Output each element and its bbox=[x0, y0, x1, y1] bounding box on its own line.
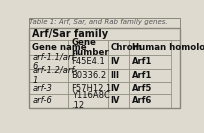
Text: III: III bbox=[111, 71, 120, 80]
Bar bbox=[108, 55, 129, 69]
Text: Arf1: Arf1 bbox=[132, 71, 152, 80]
Text: arf-3: arf-3 bbox=[32, 84, 52, 93]
Bar bbox=[29, 28, 180, 108]
Bar bbox=[108, 69, 129, 82]
Bar bbox=[69, 69, 108, 82]
Text: IV: IV bbox=[111, 96, 120, 105]
Bar bbox=[29, 69, 69, 82]
Bar bbox=[29, 94, 69, 108]
Bar bbox=[29, 55, 69, 69]
Bar bbox=[129, 55, 171, 69]
Bar bbox=[69, 55, 108, 69]
Text: arf-1.2/arf-
1: arf-1.2/arf- 1 bbox=[32, 66, 78, 85]
Text: Human homolog: Human homolog bbox=[132, 43, 204, 52]
Text: Arf/Sar family: Arf/Sar family bbox=[32, 29, 109, 39]
Text: F45E4.1: F45E4.1 bbox=[72, 57, 105, 66]
Bar bbox=[108, 94, 129, 108]
Text: Table 1: Arf, Sar, and Rab family genes.: Table 1: Arf, Sar, and Rab family genes. bbox=[29, 19, 168, 25]
Text: IV: IV bbox=[111, 57, 120, 66]
Text: Y116A8C
.12: Y116A8C .12 bbox=[72, 91, 109, 110]
Bar bbox=[108, 40, 129, 55]
Text: Arf5: Arf5 bbox=[132, 84, 152, 93]
Text: F57H12.1: F57H12.1 bbox=[72, 84, 112, 93]
Text: Arf6: Arf6 bbox=[132, 96, 152, 105]
Text: Gene name: Gene name bbox=[32, 43, 87, 52]
Bar bbox=[69, 40, 108, 55]
Text: IV: IV bbox=[111, 84, 120, 93]
Bar bbox=[29, 28, 180, 40]
Bar bbox=[108, 82, 129, 94]
Text: arf-1.1/arf-
6: arf-1.1/arf- 6 bbox=[32, 52, 78, 72]
Text: B0336.2: B0336.2 bbox=[72, 71, 107, 80]
Bar bbox=[129, 82, 171, 94]
Bar bbox=[29, 40, 69, 55]
Text: Arf1: Arf1 bbox=[132, 57, 152, 66]
Text: Gene
number: Gene number bbox=[72, 38, 109, 57]
Bar bbox=[69, 94, 108, 108]
Bar bbox=[129, 94, 171, 108]
Bar bbox=[129, 69, 171, 82]
Bar bbox=[129, 40, 171, 55]
Bar bbox=[29, 18, 180, 108]
Text: arf-6: arf-6 bbox=[32, 96, 52, 105]
Bar bbox=[69, 82, 108, 94]
Bar bbox=[29, 82, 69, 94]
Text: Chrom: Chrom bbox=[111, 43, 142, 52]
